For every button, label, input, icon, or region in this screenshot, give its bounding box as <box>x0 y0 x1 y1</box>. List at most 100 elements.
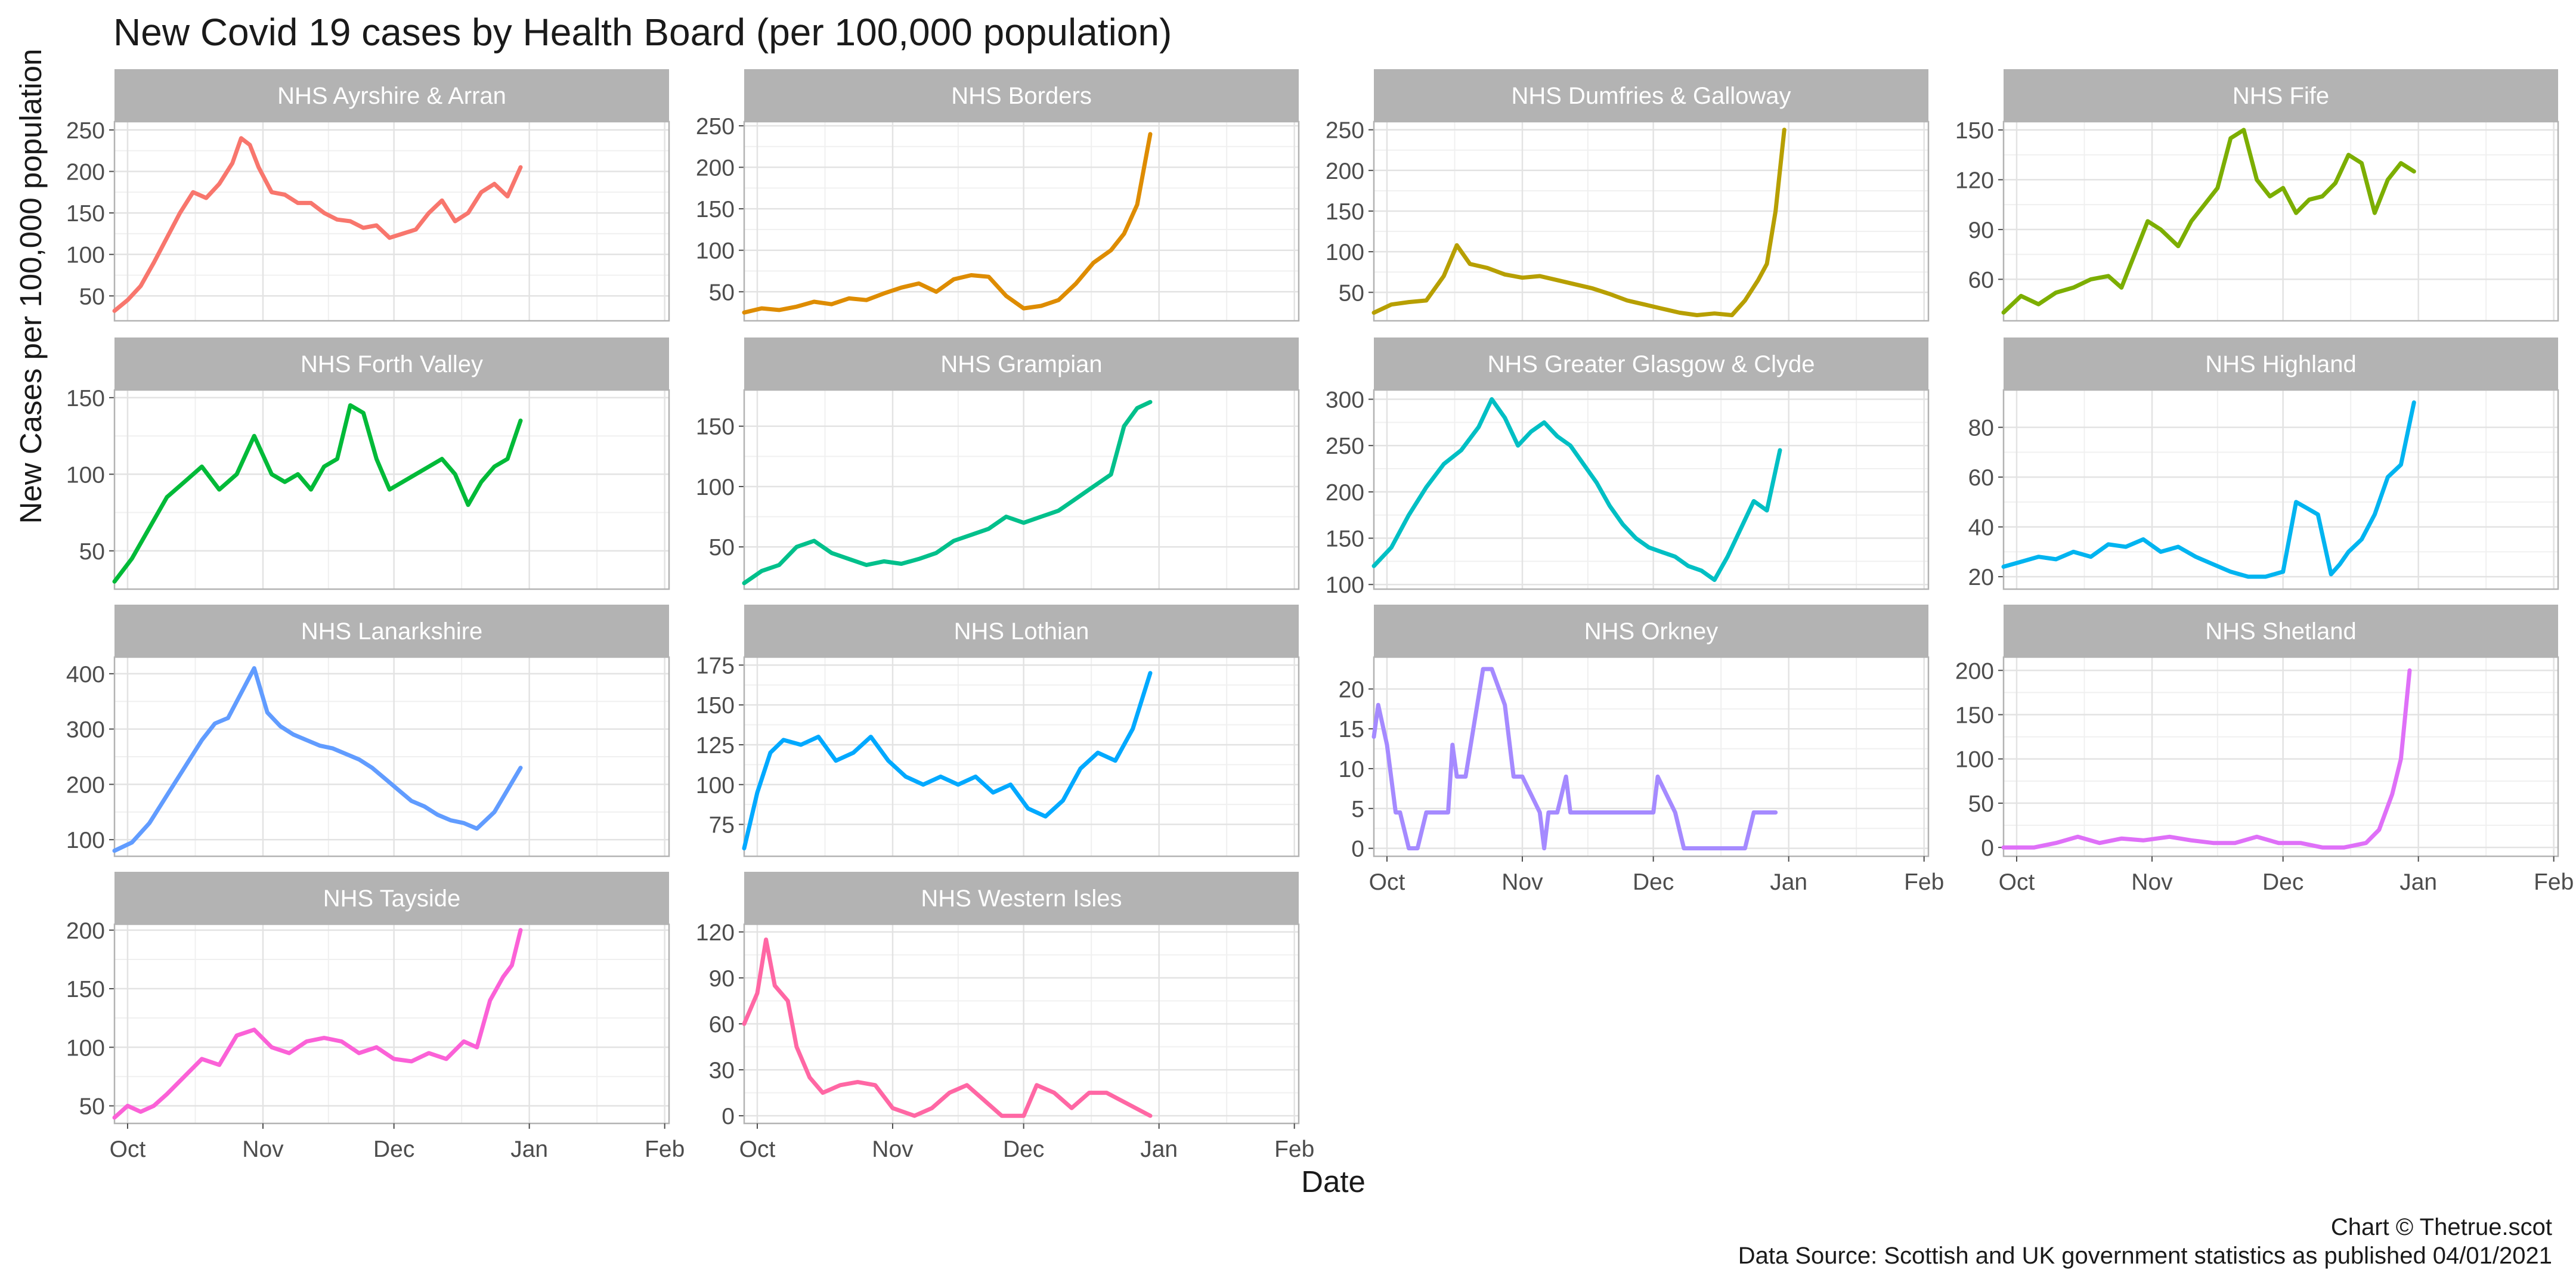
panel-border <box>113 656 670 857</box>
facet-strip <box>744 605 1299 657</box>
x-tick-label: Dec <box>2262 869 2303 895</box>
series-line-nhs-forth-valley <box>112 403 523 584</box>
facet-strip <box>114 872 669 924</box>
y-tick-label: 100 <box>1955 747 1994 773</box>
y-tick-label: 100 <box>696 239 735 264</box>
series-line-nhs-lothian <box>742 671 1153 851</box>
y-tick-label: 50 <box>79 284 105 309</box>
y-tick-label: 100 <box>1326 240 1364 265</box>
y-tick-label: 150 <box>1326 527 1364 552</box>
x-tick-label: Dec <box>1003 1137 1044 1162</box>
y-tick-label: 150 <box>1326 199 1364 225</box>
y-tick-label: 175 <box>696 653 735 679</box>
facet-strip-label: NHS Shetland <box>2205 618 2356 645</box>
panel-border <box>2002 389 2559 590</box>
panel-border <box>1373 656 1930 857</box>
facet-strip <box>114 605 669 657</box>
y-tick-label: 0 <box>1351 837 1364 862</box>
facet-strip <box>114 69 669 122</box>
y-tick-label: 60 <box>709 1012 735 1038</box>
y-tick-label: 100 <box>1326 572 1364 598</box>
facet-nhs-borders: NHS Borders 50 100 150 200 250 <box>696 69 1300 322</box>
panel-border <box>743 120 1300 322</box>
facet-strip-label: NHS Lothian <box>954 618 1089 645</box>
y-tick-label: 300 <box>66 717 105 743</box>
x-tick-label: Jan <box>1140 1137 1178 1162</box>
series-line-nhs-tayside <box>112 928 523 1120</box>
y-tick-label: 60 <box>1968 465 1994 491</box>
facet-strip <box>2004 338 2558 390</box>
y-tick-label: 200 <box>66 918 105 944</box>
y-tick-label: 100 <box>66 462 105 488</box>
facet-nhs-orkney: NHS Orkney 0 5 10 15 20 Oct Nov Dec Jan Feb <box>1339 605 1944 895</box>
y-tick-label: 100 <box>696 773 735 798</box>
x-tick-label: Feb <box>1274 1137 1314 1162</box>
y-tick-label: 50 <box>1968 791 1994 817</box>
x-tick-label: Oct <box>1369 869 1405 895</box>
facet-strip-label: NHS Dumfries & Galloway <box>1511 83 1791 109</box>
panel-border <box>113 389 670 590</box>
y-tick-label: 50 <box>709 280 735 305</box>
facet-nhs-ayrshire-and-arran: NHS Ayrshire & Arran 50 100 150 200 250 <box>66 69 670 322</box>
y-tick-label: 90 <box>1968 218 1994 243</box>
y-tick-label: 75 <box>709 813 735 838</box>
facet-strip <box>2004 605 2558 657</box>
y-tick-label: 150 <box>66 201 105 227</box>
x-tick-label: Nov <box>1501 869 1543 895</box>
y-tick-label: 50 <box>79 539 105 565</box>
facet-strip <box>1374 69 1928 122</box>
x-tick-label: Nov <box>242 1137 284 1162</box>
facet-strip-label: NHS Fife <box>2233 83 2329 109</box>
facet-nhs-highland: NHS Highland 20 40 60 80 <box>1968 338 2559 590</box>
y-tick-label: 100 <box>66 243 105 268</box>
y-tick-label: 20 <box>1968 565 1994 590</box>
facet-strip <box>744 872 1299 924</box>
y-tick-label: 120 <box>696 920 735 946</box>
y-tick-label: 250 <box>66 118 105 144</box>
y-tick-label: 40 <box>1968 515 1994 541</box>
y-tick-label: 100 <box>696 475 735 500</box>
facet-strip <box>1374 338 1928 390</box>
chart-title: New Covid 19 cases by Health Board (per … <box>113 11 1172 54</box>
x-tick-label: Nov <box>2131 869 2173 895</box>
series-line-nhs-highland <box>2001 400 2416 579</box>
y-tick-label: 5 <box>1351 797 1364 822</box>
x-tick-label: Feb <box>645 1137 685 1162</box>
series-line-nhs-borders <box>742 132 1153 315</box>
facet-strip-label: NHS Lanarkshire <box>301 618 483 645</box>
y-tick-label: 250 <box>1326 434 1364 459</box>
panel-border <box>1373 120 1930 322</box>
panel-border <box>2002 120 2559 322</box>
panel-border <box>113 120 670 322</box>
y-tick-label: 0 <box>1981 835 1994 861</box>
facet-nhs-tayside: NHS Tayside 50 100 150 200 Oct Nov Dec Jan Feb <box>66 872 685 1162</box>
series-line-nhs-shetland <box>2001 668 2412 850</box>
y-tick-label: 60 <box>1968 267 1994 293</box>
y-tick-label: 250 <box>696 114 735 140</box>
y-tick-label: 10 <box>1339 757 1364 782</box>
series-line-nhs-ayrshire-and-arran <box>112 136 523 313</box>
x-tick-label: Nov <box>872 1137 914 1162</box>
panel-border <box>1373 389 1930 590</box>
facet-strip-label: NHS Grampian <box>940 351 1102 377</box>
y-tick-label: 200 <box>1326 480 1364 506</box>
panel-border <box>743 656 1300 857</box>
y-tick-label: 50 <box>709 535 735 561</box>
facet-strip-label: NHS Greater Glasgow & Clyde <box>1487 351 1815 377</box>
y-tick-label: 15 <box>1339 717 1364 742</box>
facet-nhs-dumfries-and-galloway: NHS Dumfries & Galloway 50 100 150 200 250 <box>1326 69 1930 322</box>
facet-strip <box>2004 69 2558 122</box>
facet-strip-label: NHS Borders <box>951 83 1092 109</box>
y-tick-label: 80 <box>1968 416 1994 441</box>
y-tick-label: 150 <box>66 977 105 1002</box>
y-tick-label: 150 <box>696 197 735 222</box>
facet-nhs-western-isles: NHS Western Isles 0 30 60 90 120 Oct Nov Dec Jan F… <box>696 872 1314 1162</box>
facet-strip <box>114 338 669 390</box>
facet-strip-label: NHS Ayrshire & Arran <box>277 83 506 109</box>
facet-strip <box>744 338 1299 390</box>
y-tick-label: 150 <box>1955 702 1994 728</box>
y-tick-label: 50 <box>79 1094 105 1120</box>
y-tick-label: 120 <box>1955 168 1994 193</box>
y-tick-label: 30 <box>709 1058 735 1083</box>
